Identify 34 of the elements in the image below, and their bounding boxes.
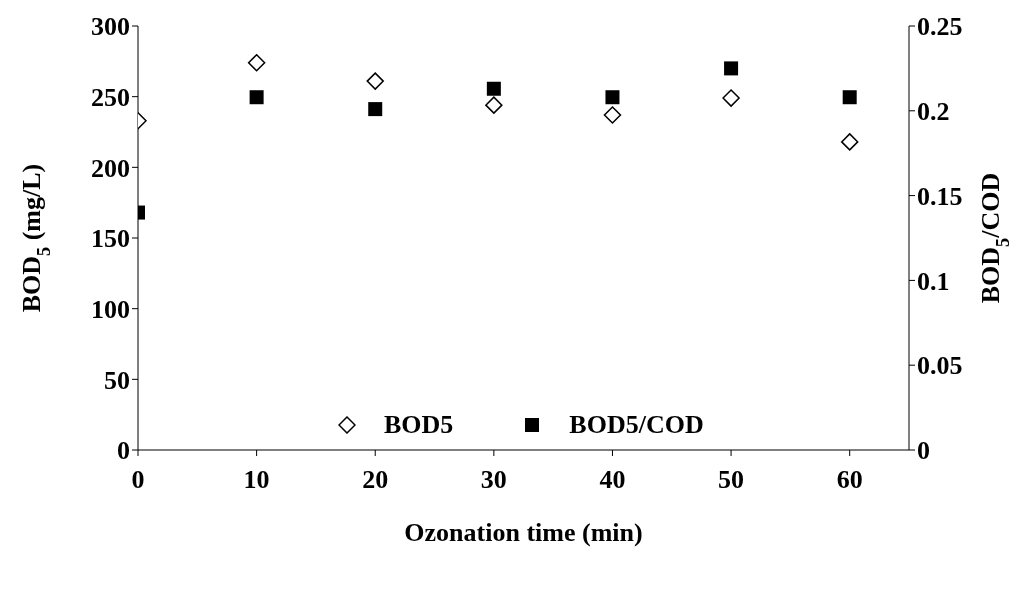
legend-label: BOD5/COD <box>569 410 704 440</box>
y-tick-label: 200 <box>91 153 130 183</box>
y-tick-label: 150 <box>91 224 130 254</box>
point <box>486 81 501 96</box>
y2-tick-label: 0.05 <box>917 351 963 381</box>
legend-label: BOD5 <box>384 410 454 440</box>
x-tick-label: 30 <box>480 465 507 495</box>
point <box>722 89 740 107</box>
x-tick-label: 60 <box>836 465 863 495</box>
point <box>485 96 503 114</box>
point <box>724 61 739 76</box>
point <box>366 72 384 90</box>
point <box>605 90 620 105</box>
y-tick-label: 250 <box>91 82 130 112</box>
x-tick-label: 20 <box>362 465 389 495</box>
x-tick-label: 50 <box>718 465 745 495</box>
point <box>840 133 859 151</box>
point <box>603 106 622 124</box>
y-tick-label: 100 <box>91 294 130 324</box>
point <box>368 102 383 117</box>
y-tick-label: 300 <box>91 12 130 42</box>
y2-tick-label: 0 <box>917 436 930 466</box>
y-tick-label: 50 <box>104 365 130 395</box>
y2-tick-label: 0.1 <box>917 266 950 296</box>
x-axis-title: Ozonation time (min) <box>404 518 643 547</box>
x-tick-label: 40 <box>599 465 626 495</box>
y2-tick-label: 0.25 <box>917 12 963 42</box>
y2-tick-label: 0.2 <box>917 97 950 127</box>
x-tick-label: 10 <box>243 465 270 495</box>
y2-tick-label: 0.15 <box>917 181 963 211</box>
y-tick-label: 0 <box>117 436 130 466</box>
point <box>842 90 857 105</box>
point <box>247 54 266 72</box>
point <box>249 90 264 105</box>
